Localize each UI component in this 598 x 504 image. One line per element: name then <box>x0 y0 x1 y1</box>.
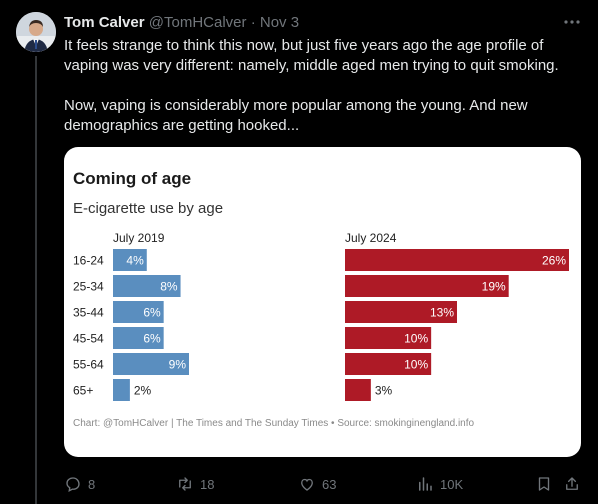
data-label: 6% <box>143 332 161 346</box>
bar <box>345 249 569 271</box>
heart-icon <box>301 478 313 491</box>
author-handle[interactable]: @TomHCalver <box>148 14 247 31</box>
bar-chart: Coming of age E-cigarette use by age 16-24… <box>73 169 569 429</box>
avatar[interactable] <box>16 12 56 52</box>
views-button[interactable]: 10K <box>416 472 463 496</box>
repost-count: 18 <box>200 476 215 492</box>
data-label: 26% <box>542 254 566 268</box>
chart-card[interactable]: Coming of age E-cigarette use by age 16-24… <box>64 147 581 457</box>
bar <box>345 379 371 401</box>
bar <box>345 353 432 375</box>
like-count: 63 <box>322 476 337 492</box>
bookmark-button[interactable] <box>535 472 559 496</box>
date-separator: · <box>250 14 256 31</box>
chart-source: Chart: @TomHCalver | The Times and The S… <box>73 418 475 429</box>
repost-icon <box>179 477 191 491</box>
thread-line <box>35 56 37 504</box>
bar <box>113 353 189 375</box>
category-label: 65+ <box>73 384 93 398</box>
category-label: 35-44 <box>73 306 104 320</box>
reply-icon <box>66 477 80 492</box>
bar <box>113 379 130 401</box>
data-label: 4% <box>126 254 144 268</box>
category-label: 55-64 <box>73 358 104 372</box>
reply-count: 8 <box>88 476 96 492</box>
tweet-header: Tom Calver @TomHCalver · Nov 3 <box>64 13 299 33</box>
category-label: 45-54 <box>73 332 104 346</box>
views-icon <box>419 477 432 491</box>
data-label: 19% <box>482 280 506 294</box>
tweet-paragraph: It feels strange to think this now, but … <box>64 37 559 74</box>
bar <box>113 327 164 349</box>
tweet-text: It feels strange to think this now, but … <box>64 36 584 136</box>
bookmark-icon <box>538 477 550 491</box>
repost-button[interactable]: 18 <box>176 472 214 496</box>
data-label: 2% <box>134 384 152 398</box>
bar <box>113 275 181 297</box>
category-label: 25-34 <box>73 280 104 294</box>
bar <box>113 301 164 323</box>
data-label: 6% <box>143 306 161 320</box>
action-bar: 8 18 63 10K <box>64 472 584 496</box>
bar <box>345 275 509 297</box>
bar <box>113 249 147 271</box>
like-button[interactable]: 63 <box>298 472 336 496</box>
series-label: July 2019 <box>113 231 165 245</box>
data-label: 10% <box>404 358 428 372</box>
chart-title: Coming of age <box>73 169 191 188</box>
tweet-paragraph: Now, vaping is considerably more popular… <box>64 97 528 134</box>
more-icon[interactable] <box>562 12 582 32</box>
data-label: 9% <box>169 358 187 372</box>
views-count: 10K <box>440 476 464 492</box>
share-button[interactable] <box>563 472 587 496</box>
chart-subtitle: E-cigarette use by age <box>73 200 223 217</box>
series-label: July 2024 <box>345 231 397 245</box>
data-label: 13% <box>430 306 454 320</box>
reply-button[interactable]: 8 <box>64 472 95 496</box>
tweet-date[interactable]: Nov 3 <box>259 14 300 31</box>
share-icon <box>566 477 578 490</box>
data-label: 3% <box>375 384 393 398</box>
category-label: 16-24 <box>73 254 104 268</box>
bar <box>345 327 432 349</box>
bar <box>345 301 457 323</box>
data-label: 10% <box>404 332 428 346</box>
data-label: 8% <box>160 280 178 294</box>
author-name[interactable]: Tom Calver <box>64 14 145 31</box>
